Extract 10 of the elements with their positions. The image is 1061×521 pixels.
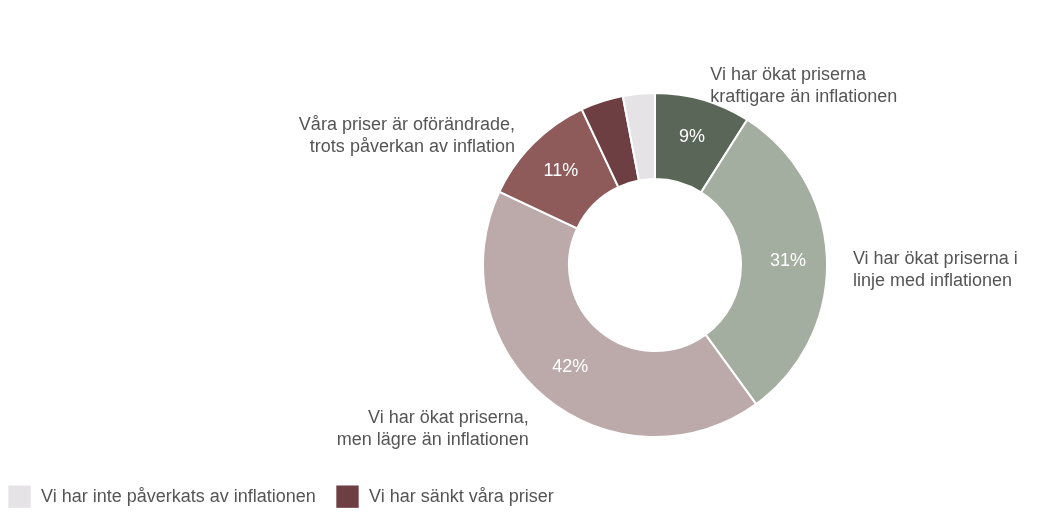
slice-label: Våra priser är oförändrade, trots påverkan av inflation <box>298 113 515 156</box>
legend-label: Vi har inte påverkats av inflationen <box>41 485 316 506</box>
slice-label: Vi har ökat priserna kraftigare än inflationen <box>710 63 898 106</box>
legend-label: Vi har sänkt våra priser <box>369 485 554 506</box>
slice-label: Vi har ökat priserna, men lägre än inflationen <box>336 406 529 449</box>
data-label: 42% <box>552 356 589 377</box>
slice-label: Vi har ökat priserna i linje med inflationen <box>852 247 1018 290</box>
data-label: 9% <box>679 126 706 147</box>
data-label: 11% <box>543 159 579 180</box>
data-label: 31% <box>769 249 806 270</box>
